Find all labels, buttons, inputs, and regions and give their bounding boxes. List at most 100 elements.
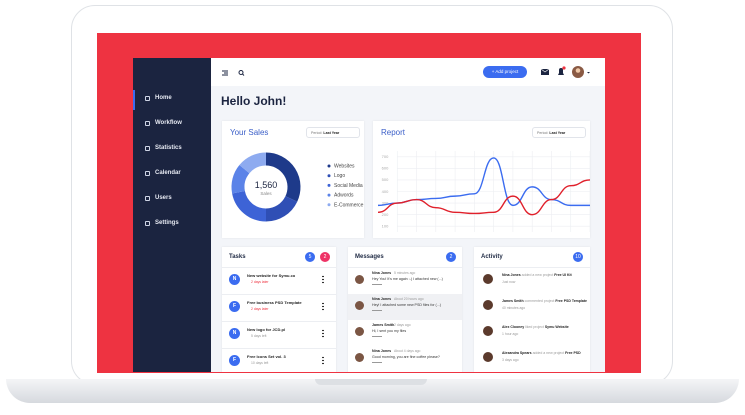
activity-avatar <box>483 274 493 284</box>
activity-name: Alex Clooney <box>502 325 525 329</box>
donut-chart: Websites Logo Social Media Adwords E-Commerc… <box>231 152 364 222</box>
message-avatar <box>355 301 364 310</box>
greeting: Hello John! <box>221 94 287 108</box>
activity-line: Nina Jones added a new project Free UI K… <box>502 273 572 277</box>
menu-icon <box>145 121 150 126</box>
legend-label: E-Commerce <box>334 202 364 208</box>
menu-item[interactable]: Home <box>155 95 172 101</box>
badge: 2 <box>446 252 456 262</box>
task-avatar: N <box>229 328 240 339</box>
activity-line: Alexandra Spears added a new project Fre… <box>502 351 581 355</box>
card-title: Your Sales <box>230 128 269 137</box>
activity-card: Activity 10 Nina Jones added a new proje… <box>474 247 590 372</box>
task-due: 2 days later <box>251 307 269 311</box>
menu-item[interactable]: Statistics <box>155 145 182 151</box>
task-menu[interactable] <box>322 302 324 311</box>
donut-center-label: Sales <box>260 191 272 196</box>
card-title: Report <box>381 128 406 137</box>
activity-time: 40 minutes ago <box>502 306 526 310</box>
task-title: New logo for JCD.pl <box>247 327 285 332</box>
message-time: 5 minutes ago <box>394 271 416 276</box>
menu-item[interactable]: Users <box>155 195 172 201</box>
legend-label: Adwords <box>334 193 354 199</box>
sales-card: Your Sales Period: Last Year Websites Log… <box>222 121 364 238</box>
activity-name: James Smith <box>502 299 524 303</box>
message-text: Hey You! It's me again :-) I attached ne… <box>372 277 443 281</box>
period-label: Period: <box>537 131 549 135</box>
message-highlight <box>348 294 462 320</box>
activity-time: 1 hour ago <box>502 332 519 336</box>
task-menu[interactable] <box>322 275 324 284</box>
menu-icon <box>145 171 150 176</box>
divider <box>348 267 462 268</box>
menu-item[interactable]: Calendar <box>155 170 181 176</box>
y-tick-label: 500 <box>382 177 389 182</box>
task-due: 2 days later <box>251 280 269 284</box>
menu-item[interactable]: Settings <box>155 220 179 226</box>
menu-icon <box>145 146 150 151</box>
badge: 5 <box>305 252 315 262</box>
legend-swatch <box>327 164 331 168</box>
task-title: Free business PSD Template <box>247 300 302 305</box>
message-name: James Smith <box>372 323 395 327</box>
topbar-icons <box>222 70 245 76</box>
line-series <box>377 157 590 207</box>
message-time: About 4 days ago <box>394 349 421 354</box>
messages-card: Messages 2 Nina Jones 5 minutes ago Hey Yo… <box>348 247 462 372</box>
period-select[interactable]: Period: Last Year <box>306 127 360 138</box>
add-project-button[interactable]: + Add project <box>483 66 527 78</box>
donut-segment <box>265 195 298 222</box>
activity-action: added a new project <box>521 273 554 277</box>
laptop-notch <box>315 379 427 385</box>
activity-target: Free UI Kit <box>554 273 572 277</box>
activity-avatar <box>483 326 493 336</box>
report-card: Report Period: Last Year 100 200 300 400 500… <box>373 121 590 238</box>
message-actions <box>372 310 382 314</box>
message-text: Hey! I attached some new PSD files for (… <box>372 303 441 307</box>
activity-target: Free PSD Template <box>555 299 587 303</box>
dashboard: Home Workflow Statistics Calendar Users Setti… <box>133 58 605 372</box>
y-tick-label: 300 <box>382 200 389 205</box>
task-avatar: F <box>229 355 240 366</box>
task-menu[interactable] <box>322 329 324 338</box>
message-name: Nina Jones <box>372 349 392 353</box>
task-title: New website for Symu.co <box>247 273 296 278</box>
message-name: Nina Jones <box>372 271 392 275</box>
task-avatar: N <box>229 274 240 285</box>
task-due: 5 days left <box>251 334 267 338</box>
activity-avatar <box>483 352 493 362</box>
activity-name: Alexandra Spears <box>502 351 532 355</box>
divider <box>222 267 336 268</box>
legend-swatch <box>327 174 331 178</box>
task-menu[interactable] <box>322 356 324 365</box>
divider <box>222 321 336 322</box>
period-select[interactable]: Period: Last Year <box>532 127 586 138</box>
message-avatar <box>355 327 364 336</box>
divider <box>474 267 590 268</box>
menu-icon <box>145 221 150 226</box>
topbar-actions <box>540 66 590 78</box>
donut-center-value: 1,560 <box>255 180 278 190</box>
legend-label: Social Media <box>334 183 363 189</box>
activity-target: Symu Website <box>544 325 569 329</box>
line-chart: 100 200 300 400 500 600 700 <box>377 151 590 232</box>
activity-time: 3 days ago <box>502 358 519 362</box>
message-time: 2 days ago <box>394 323 411 328</box>
sidebar: Home Workflow Statistics Calendar Users Setti… <box>133 58 211 372</box>
legend-swatch <box>327 193 331 197</box>
menu-item[interactable]: Workflow <box>155 120 182 126</box>
badge: 10 <box>573 252 583 262</box>
y-tick-label: 700 <box>382 154 389 159</box>
message-text: Good morning, you are fine coffee please… <box>372 355 440 359</box>
y-tick-label: 200 <box>382 212 389 217</box>
period-label: Period: <box>311 131 323 135</box>
card-title: Activity <box>481 254 503 260</box>
tasks-card: Tasks 5 2 N New website for Symu.co 2 days… <box>222 247 336 372</box>
period-value: Last Year <box>323 131 340 135</box>
legend-swatch <box>327 203 331 207</box>
message-actions <box>372 362 382 366</box>
activity-action: liked project <box>525 325 544 329</box>
card-title: Messages <box>355 254 384 260</box>
legend-label: Websites <box>334 164 355 170</box>
